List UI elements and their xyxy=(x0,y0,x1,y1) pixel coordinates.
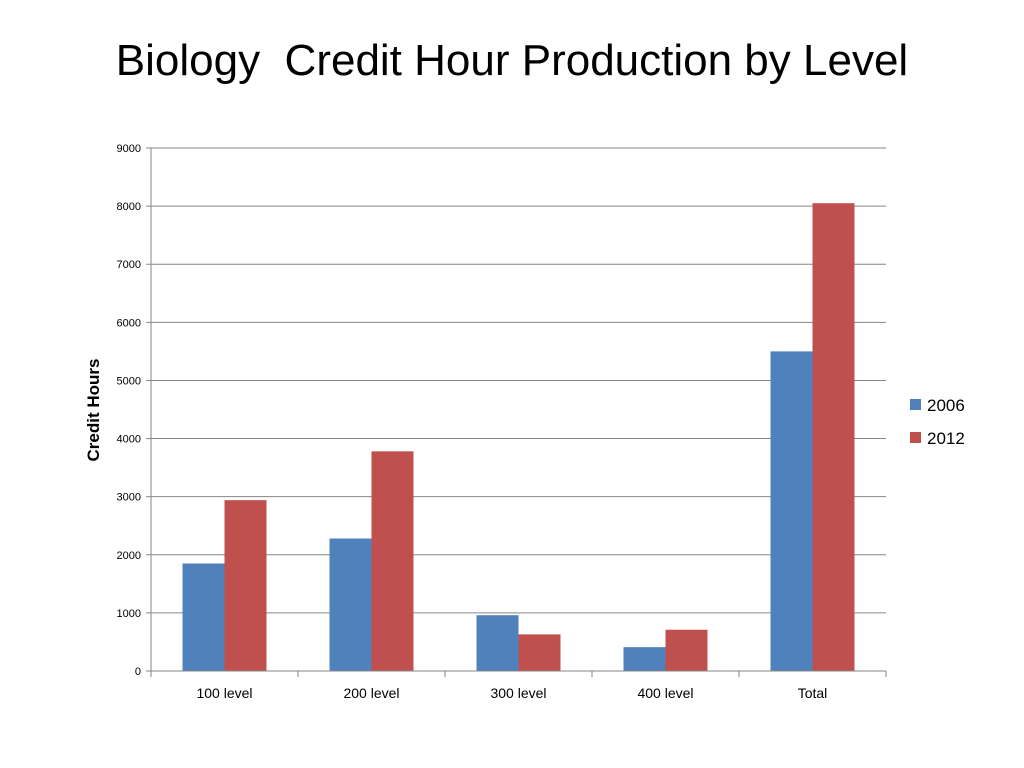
bar-2006-3 xyxy=(623,647,666,671)
y-tick-label: 7000 xyxy=(117,259,141,271)
y-axis-ticks: 0 1000 2000 3000 4000 5000 6000 7000 8000 9000 xyxy=(117,143,151,678)
y-tick-label: 6000 xyxy=(117,317,141,329)
x-tick-label: 300 level xyxy=(490,685,546,701)
bar-2006-0 xyxy=(182,563,225,671)
legend-label: 2006 xyxy=(927,396,965,415)
x-tick-label: Total xyxy=(798,685,828,701)
bar-2006-1 xyxy=(329,538,372,671)
legend: 2006 2012 xyxy=(910,396,965,448)
chart-title: Biology Credit Hour Production by Level xyxy=(115,36,909,85)
x-tick-label: 200 level xyxy=(343,685,399,701)
y-tick-label: 8000 xyxy=(117,201,141,213)
axes xyxy=(150,148,886,672)
x-tick-label: 100 level xyxy=(196,685,252,701)
y-tick-label: 9000 xyxy=(117,143,141,155)
bar-2012-0 xyxy=(224,500,267,671)
bars xyxy=(182,203,855,671)
y-tick-label: 2000 xyxy=(117,550,141,562)
y-tick-label: 5000 xyxy=(117,375,141,387)
gridlines xyxy=(151,147,886,614)
y-tick-label: 3000 xyxy=(117,492,141,504)
y-axis-title: Credit Hours xyxy=(84,359,103,462)
bar-2012-2 xyxy=(518,634,561,671)
bar-2006-4 xyxy=(770,351,813,671)
y-tick-label: 1000 xyxy=(117,608,141,620)
bar-2006-2 xyxy=(476,615,519,671)
x-tick-label: 400 level xyxy=(637,685,693,701)
x-axis-ticks: 100 level 200 level 300 level 400 level Tota… xyxy=(150,671,887,701)
legend-swatch-2006 xyxy=(910,399,921,410)
bar-2012-3 xyxy=(665,629,708,671)
legend-swatch-2012 xyxy=(910,432,921,443)
y-tick-label: 0 xyxy=(135,666,141,678)
bar-2012-4 xyxy=(812,203,855,671)
y-tick-label: 4000 xyxy=(117,434,141,446)
legend-label: 2012 xyxy=(927,429,965,448)
bar-2012-1 xyxy=(371,451,414,671)
